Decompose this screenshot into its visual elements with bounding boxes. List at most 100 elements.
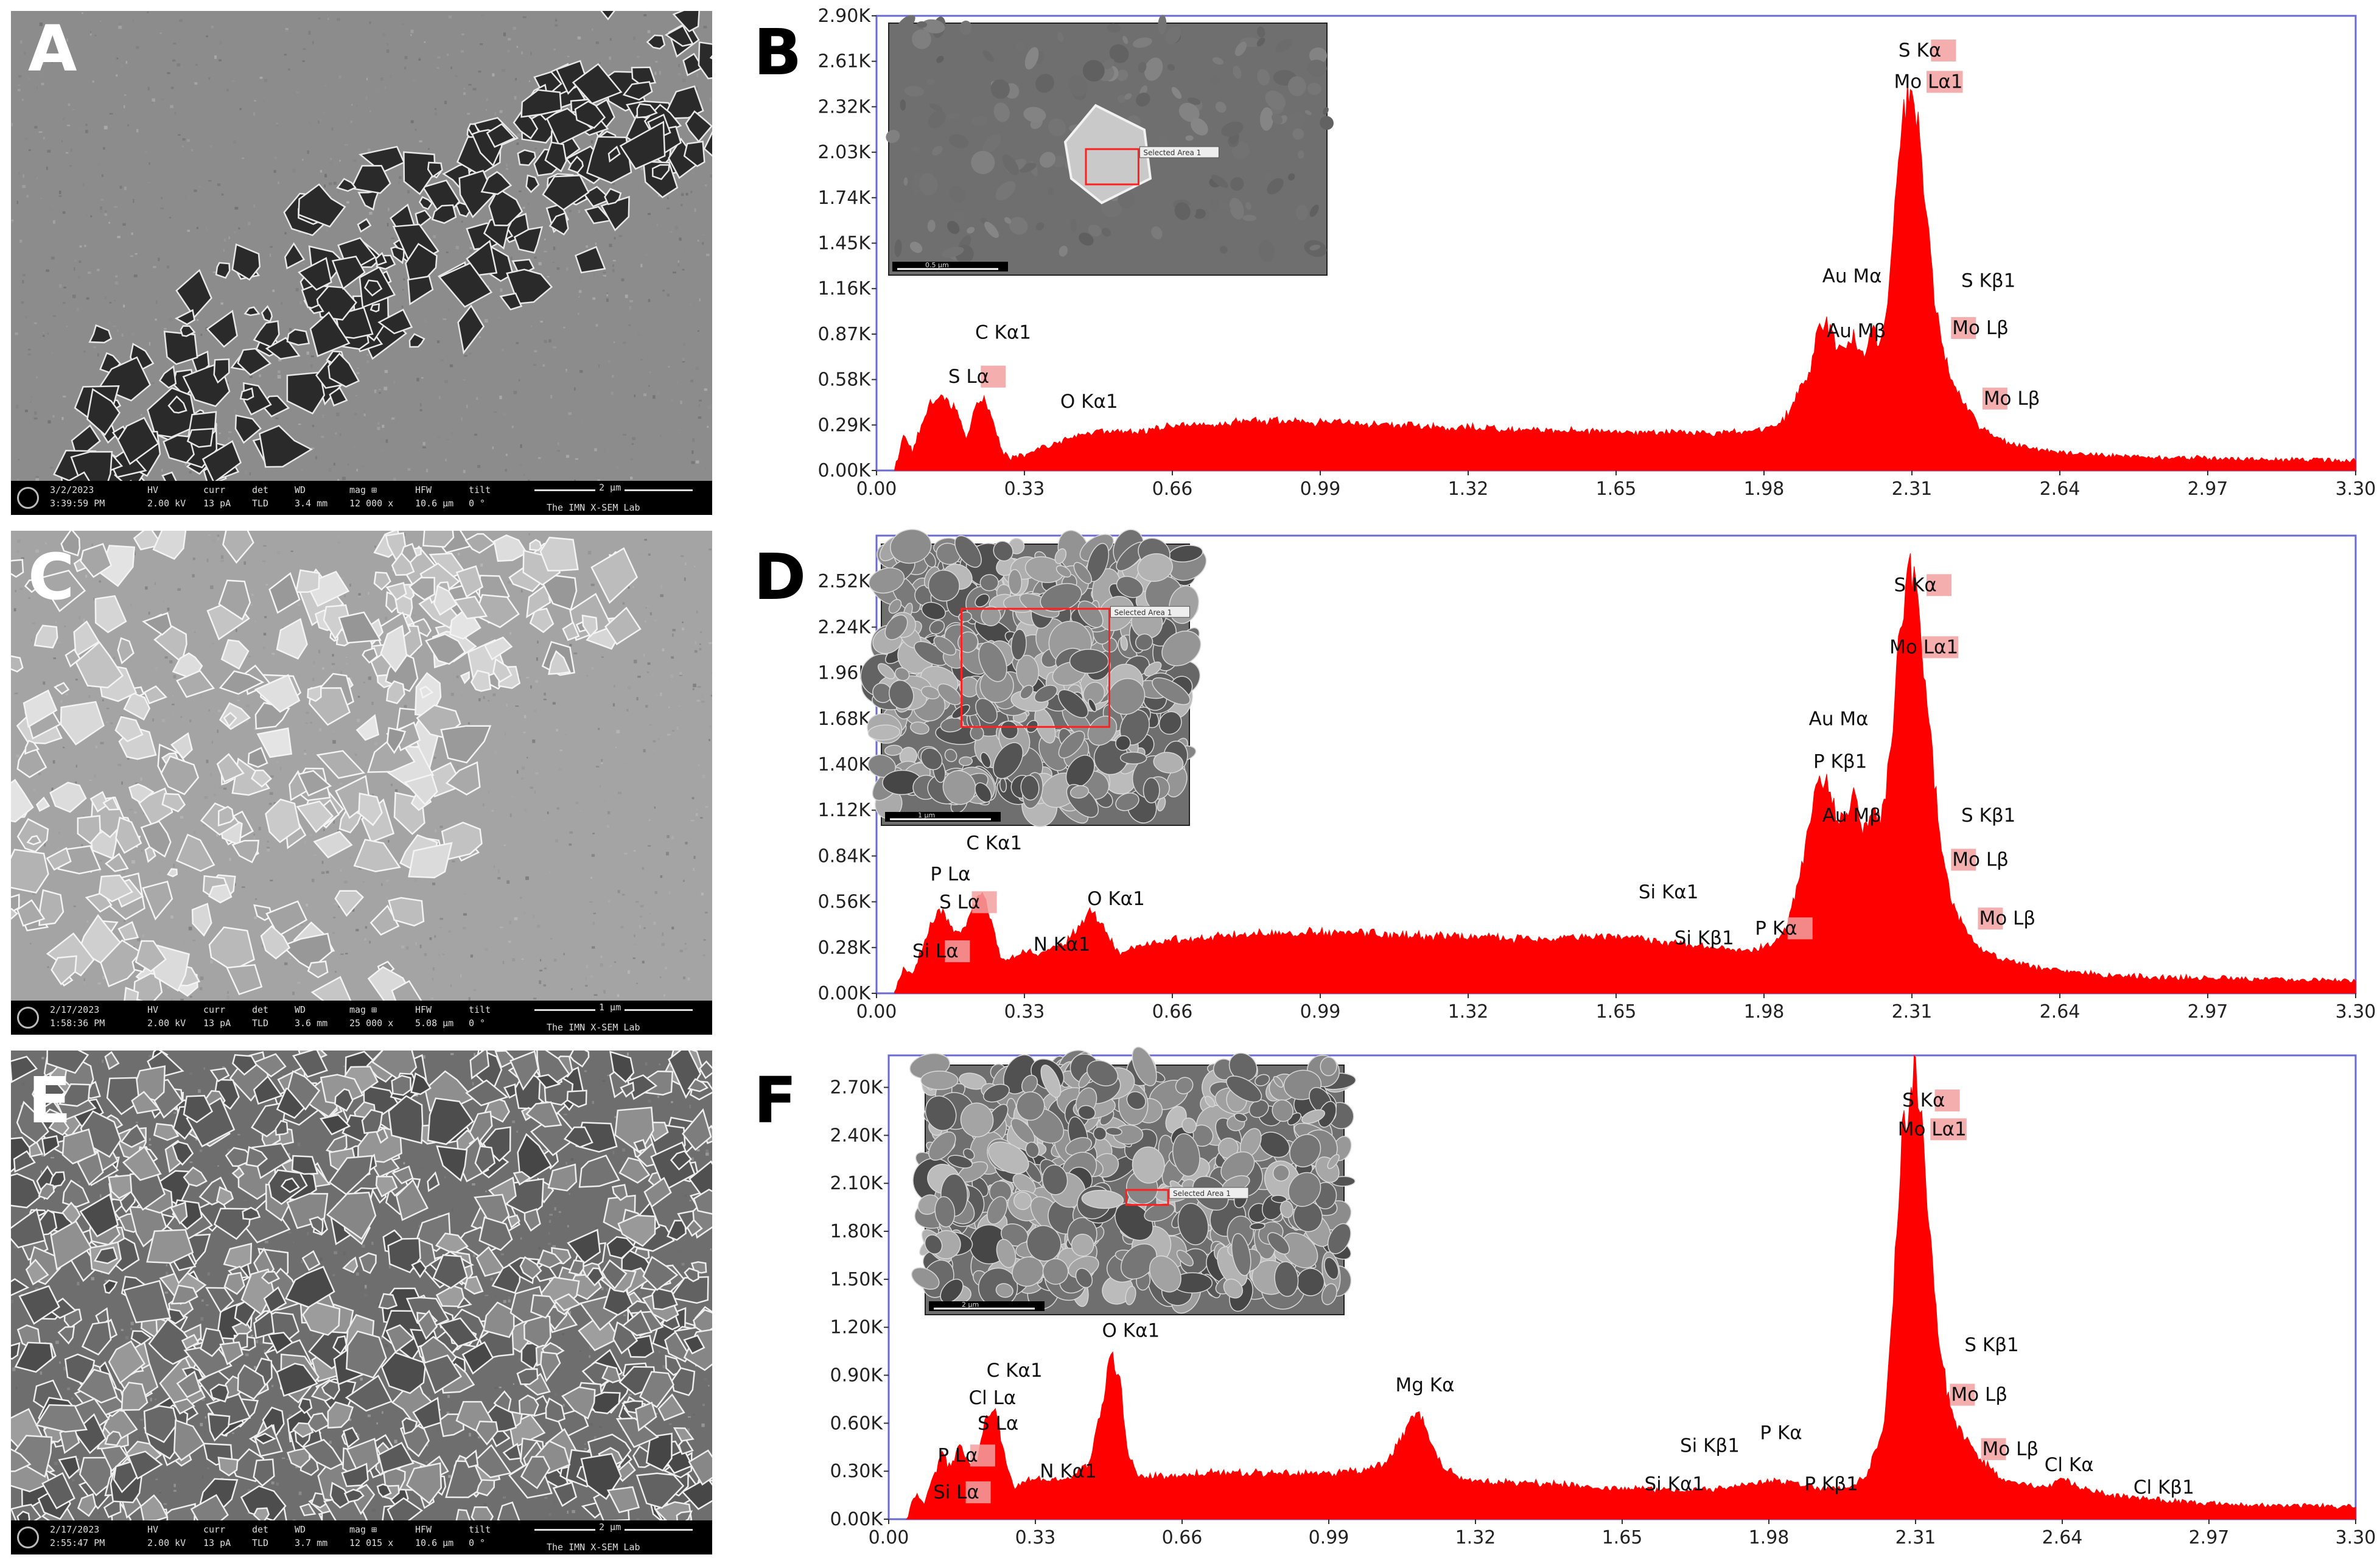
databar-field-wd: WD 3.6 mm xyxy=(295,1003,327,1030)
peak-label: Au Mα xyxy=(1809,708,1869,730)
x-tick-label: 2.31 xyxy=(1895,1527,1936,1548)
peak-label-text: Si Lα xyxy=(933,1481,979,1503)
x-tick-label: 1.32 xyxy=(1448,1001,1489,1023)
peak-label-text: Mo Lβ xyxy=(1979,907,2035,929)
eds-spectrum-b: 0.00 0.33 0.66 0.99 1.32 1.65 1.98 2.31 2.64 2.97… xyxy=(818,5,2376,500)
databar-label: HV xyxy=(147,1004,159,1015)
peak-label-text: S Kβ1 xyxy=(1964,1334,2018,1356)
peak-label: S Kα xyxy=(1894,574,1952,596)
inset-scale-label: 1 µm xyxy=(918,811,935,819)
peak-label: Si Kα1 xyxy=(1645,1474,1705,1495)
inset-selection-box xyxy=(1125,1189,1169,1206)
databar-field-tilt: tilt 0 ° xyxy=(469,1523,491,1550)
databar-field-hv: HV 2.00 kV xyxy=(147,1003,186,1030)
databar-field-curr: curr 13 pA xyxy=(203,483,231,510)
peak-label-highlight xyxy=(1922,636,1959,659)
databar-field-mag: mag ⊞ 12 015 x xyxy=(349,1523,393,1550)
databar-field-hfw: HFW 5.08 µm xyxy=(415,1003,453,1030)
x-tick-label: 1.65 xyxy=(1602,1527,1643,1548)
y-tick-label: 2.40K xyxy=(830,1125,884,1146)
peak-label: S Kβ1 xyxy=(1961,805,2015,827)
databar-value: 2:55:47 PM xyxy=(50,1537,105,1548)
peak-label-text: S Kβ1 xyxy=(1961,270,2015,292)
peak-label: Si Lα xyxy=(933,1481,991,1503)
peak-label-text: Mo Lβ xyxy=(1952,317,2009,339)
databar-label: det xyxy=(252,1524,269,1535)
peak-label-text: P Lα xyxy=(930,864,970,886)
databar-label: HFW xyxy=(415,484,432,495)
peak-label-highlight xyxy=(965,1481,991,1503)
y-tick-label: 0.30K xyxy=(830,1461,884,1482)
y-tick-label: 2.24K xyxy=(818,617,872,638)
peak-label: Mo Lβ xyxy=(1951,316,2009,339)
databar-label: 2/17/2023 xyxy=(50,1524,100,1535)
peak-label: Mo Lα1 xyxy=(1894,71,1963,93)
peak-label: Mo Lβ xyxy=(1982,387,2040,410)
y-tick-label: 2.10K xyxy=(830,1173,884,1194)
peak-label-text: Cl Lα xyxy=(968,1387,1016,1409)
peak-label-text: P Kα xyxy=(1755,917,1797,939)
peak-label: Si Kα1 xyxy=(1639,881,1699,903)
x-tick-label: 1.32 xyxy=(1448,478,1489,500)
peak-label-text: Au Mα xyxy=(1809,708,1869,730)
peak-label-text: S Lα xyxy=(978,1413,1018,1435)
databar-field-det: det TLD xyxy=(252,1523,268,1550)
databar-field-wd: WD 3.7 mm xyxy=(295,1523,327,1550)
peak-label: C Kα1 xyxy=(987,1360,1043,1382)
peak-label: N Kα1 xyxy=(1040,1461,1097,1483)
y-tick-label: 0.00K xyxy=(818,983,872,1004)
x-tick-label: 2.64 xyxy=(2040,1001,2081,1023)
peak-label-text: S Lα xyxy=(939,891,980,913)
databar-label: HV xyxy=(147,484,159,495)
x-tick-label: 1.98 xyxy=(1749,1527,1790,1548)
peak-label: Au Mβ xyxy=(1822,805,1881,827)
peak-label: C Kα1 xyxy=(966,833,1022,855)
peak-label: Mo Lβ xyxy=(1978,907,2035,930)
inset-scale-bar xyxy=(892,262,1008,271)
databar-label: mag ⊞ xyxy=(349,1004,377,1015)
peak-label-text: Mo Lβ xyxy=(1984,388,2040,410)
peak-label-text: N Kα1 xyxy=(1034,934,1091,956)
peak-label: P Kα xyxy=(1755,917,1813,940)
panel-label-c: C xyxy=(28,540,75,614)
x-tick-label: 0.66 xyxy=(1152,1001,1193,1023)
databar-value: 0 ° xyxy=(469,1537,486,1548)
databar-field-curr: curr 13 pA xyxy=(203,1003,231,1030)
peak-label-text: O Kα1 xyxy=(1102,1320,1160,1341)
databar-field-mag: mag ⊞ 25 000 x xyxy=(349,1003,393,1030)
panel-label-f: F xyxy=(754,1063,797,1138)
peak-label-text: O Kα1 xyxy=(1087,888,1145,910)
y-tick-label: 0.00K xyxy=(818,460,872,481)
x-tick-label: 2.97 xyxy=(2188,1001,2228,1023)
panel-label-e: E xyxy=(28,1063,72,1138)
peak-label: Mo Lα1 xyxy=(1889,636,1959,659)
peak-label-text: Mo Lα1 xyxy=(1898,1118,1967,1140)
sem-texture xyxy=(11,11,712,481)
databar-label: det xyxy=(252,1004,269,1015)
databar-value: 0 ° xyxy=(469,498,486,509)
peak-label: S Lα xyxy=(939,891,997,914)
peak-label-text: S Kβ1 xyxy=(1961,805,2015,827)
sem-image-c: 2/17/2023 1:58:36 PM HV 2.00 kV curr 13 pA det… xyxy=(11,531,712,1035)
databar-label: mag ⊞ xyxy=(349,1524,377,1535)
peak-label: Si Kβ1 xyxy=(1675,927,1734,949)
databar-value: 13 pA xyxy=(203,1018,231,1029)
y-tick-label: 1.68K xyxy=(818,708,872,730)
y-tick-label: 0.56K xyxy=(818,892,872,913)
instrument-logo-icon xyxy=(17,1526,39,1548)
y-tick-label: 2.32K xyxy=(818,96,872,117)
peak-label-text: S Lα xyxy=(948,366,989,388)
inset-scale-label: 2 µm xyxy=(962,1301,979,1309)
y-tick-label: 2.03K xyxy=(818,142,872,163)
x-tick-label: 0.00 xyxy=(856,478,897,500)
databar-value: 3.6 mm xyxy=(295,1018,328,1029)
y-tick-label: 0.87K xyxy=(818,324,872,345)
peak-label-text: Mo Lβ xyxy=(1951,1384,2007,1406)
peak-label-highlight xyxy=(1931,39,1956,61)
peak-label-highlight xyxy=(945,940,970,962)
databar-value: 13 pA xyxy=(203,1537,231,1548)
peak-label: Mo Lα1 xyxy=(1898,1118,1967,1141)
spectrum-area xyxy=(906,1055,2356,1520)
peak-label-highlight xyxy=(1934,1089,1960,1112)
lab-name: The IMN X-SEM Lab xyxy=(547,1542,640,1553)
